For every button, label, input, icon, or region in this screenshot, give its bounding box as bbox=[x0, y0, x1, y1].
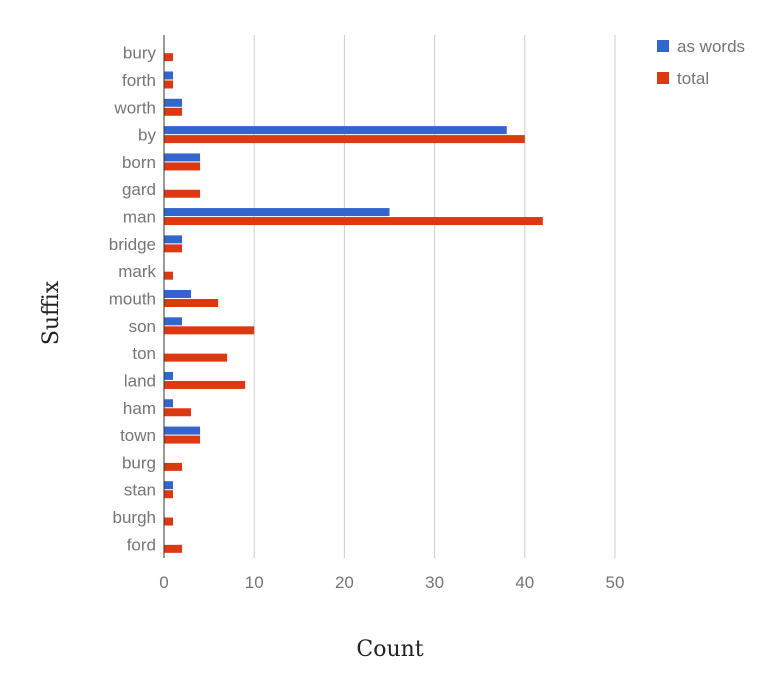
bar-total-ton bbox=[164, 353, 228, 362]
bar-as-words-worth bbox=[164, 98, 183, 107]
legend-swatch bbox=[657, 72, 669, 84]
y-tick-label: ham bbox=[123, 399, 156, 418]
bar-as-words-man bbox=[164, 208, 390, 217]
y-tick-label: ton bbox=[132, 344, 156, 363]
bar-total-worth bbox=[164, 107, 183, 116]
bar-as-words-son bbox=[164, 317, 183, 326]
y-tick-label: son bbox=[129, 317, 156, 336]
bar-total-stan bbox=[164, 490, 174, 499]
y-tick-label: burg bbox=[122, 453, 156, 472]
bar-total-town bbox=[164, 435, 201, 444]
y-tick-label: born bbox=[122, 153, 156, 172]
y-tick-label: ford bbox=[127, 535, 156, 554]
bar-as-words-land bbox=[164, 371, 174, 380]
bar-total-by bbox=[164, 135, 525, 144]
y-tick-label: by bbox=[138, 126, 156, 145]
x-axis-title: Count bbox=[356, 637, 423, 662]
legend-label: total bbox=[677, 69, 709, 88]
bar-total-bridge bbox=[164, 244, 183, 253]
bar-total-mark bbox=[164, 271, 174, 280]
y-tick-label: stan bbox=[124, 481, 156, 500]
bar-total-forth bbox=[164, 80, 174, 89]
y-tick-label: land bbox=[124, 371, 156, 390]
x-tick-label: 40 bbox=[515, 573, 534, 592]
bar-total-burgh bbox=[164, 517, 174, 526]
bar-total-ford bbox=[164, 544, 183, 553]
bar-as-words-mouth bbox=[164, 290, 192, 298]
y-tick-label: bury bbox=[123, 44, 157, 63]
gridlines bbox=[253, 35, 616, 558]
y-tick-label: bridge bbox=[109, 235, 156, 254]
bar-as-words-town bbox=[164, 426, 201, 435]
bar-as-words-forth bbox=[164, 71, 174, 80]
bar-total-bury bbox=[164, 53, 174, 62]
bars bbox=[164, 53, 543, 553]
bar-total-land bbox=[164, 380, 246, 389]
y-tick-label: gard bbox=[122, 180, 156, 199]
x-tick-labels: 0 10 20 30 40 50 bbox=[159, 573, 624, 592]
y-axis-title: Suffix bbox=[39, 280, 64, 345]
y-tick-label: mouth bbox=[109, 290, 156, 309]
y-tick-label: worth bbox=[113, 98, 156, 117]
bar-as-words-by bbox=[164, 126, 507, 135]
bar-as-words-bridge bbox=[164, 235, 183, 244]
bar-as-words-born bbox=[164, 153, 201, 162]
bar-total-man bbox=[164, 217, 543, 226]
legend: as words total bbox=[657, 37, 745, 88]
y-tick-label: man bbox=[123, 208, 156, 227]
y-tick-label: burgh bbox=[113, 508, 156, 527]
bar-total-burg bbox=[164, 462, 183, 471]
bar-total-son bbox=[164, 326, 255, 335]
y-tick-labels: bury forth worth by born gard man bridge mark mou… bbox=[109, 44, 157, 555]
x-tick-label: 20 bbox=[335, 573, 354, 592]
x-tick-label: 10 bbox=[245, 573, 264, 592]
bar-total-gard bbox=[164, 189, 201, 198]
x-tick-label: 0 bbox=[159, 573, 168, 592]
x-tick-label: 30 bbox=[425, 573, 444, 592]
legend-label: as words bbox=[677, 37, 745, 56]
bar-as-words-ham bbox=[164, 399, 174, 408]
y-tick-label: forth bbox=[122, 71, 156, 90]
bar-as-words-stan bbox=[164, 481, 174, 490]
x-tick-label: 50 bbox=[606, 573, 625, 592]
bar-total-mouth bbox=[164, 299, 219, 307]
bar-total-ham bbox=[164, 408, 192, 417]
bar-total-born bbox=[164, 162, 201, 171]
y-tick-label: mark bbox=[118, 262, 156, 281]
legend-swatch bbox=[657, 40, 669, 52]
y-tick-label: town bbox=[120, 426, 156, 445]
